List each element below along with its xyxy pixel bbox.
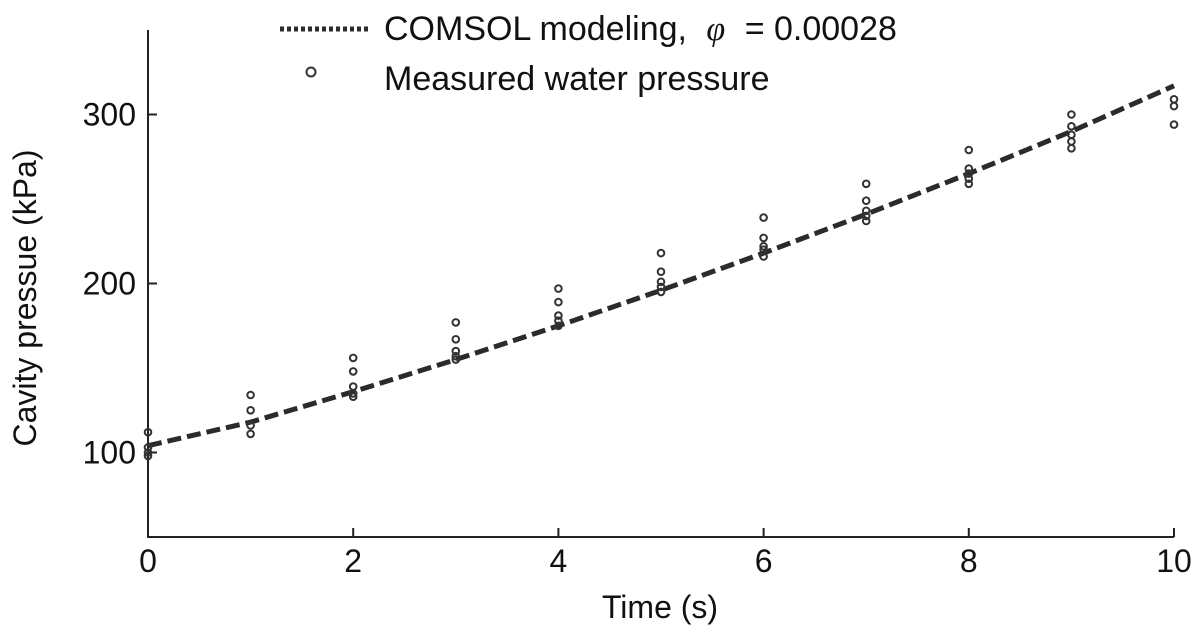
measured-point	[759, 213, 768, 222]
measured-point	[348, 367, 358, 376]
measured-point	[861, 211, 871, 221]
legend-line-label: COMSOL modeling, φ = 0.00028	[384, 10, 897, 48]
measured-point	[964, 179, 974, 189]
model-series	[147, 83, 1176, 449]
measured-point	[1067, 110, 1076, 119]
y-tick-label: 100	[83, 435, 136, 471]
measured-point	[554, 297, 563, 307]
x-tick-label: 2	[344, 543, 362, 579]
measured-point	[348, 389, 358, 398]
measured-point	[656, 287, 666, 297]
measured-point	[348, 353, 358, 363]
measured-point	[246, 390, 255, 400]
measured-point	[554, 311, 563, 320]
measured-point	[656, 282, 666, 292]
measured-point	[554, 321, 563, 331]
measured-point	[348, 392, 358, 402]
measured-point	[1067, 137, 1076, 146]
measured-point	[964, 145, 974, 155]
measured-point	[861, 216, 871, 226]
measured-point	[143, 451, 153, 461]
measured-point	[451, 355, 461, 364]
measured-point	[656, 248, 666, 258]
measured-point	[348, 382, 358, 391]
measured-point	[964, 164, 974, 173]
measured-point	[656, 277, 666, 287]
measured-point	[1067, 130, 1076, 140]
measured-point	[861, 179, 871, 189]
measured-point	[759, 233, 768, 243]
legend-line-symbol: φ	[706, 11, 725, 48]
measured-point	[759, 252, 768, 261]
legend-line-text: COMSOL modeling,	[384, 10, 687, 48]
axes: 0 2 4 6 8 10 100 200 300	[83, 30, 1192, 579]
measured-point	[861, 196, 871, 205]
measured-point	[143, 448, 153, 457]
measured-point	[554, 284, 563, 293]
x-tick-label: 6	[755, 543, 773, 579]
legend-marker-label: Measured water pressure	[384, 60, 770, 98]
y-tick-label: 200	[83, 266, 136, 302]
legend-line-value: = 0.00028	[745, 10, 897, 48]
measured-point	[759, 242, 768, 251]
measured-point	[451, 335, 461, 344]
legend: COMSOL modeling, φ = 0.00028 Measured wa…	[280, 10, 897, 98]
x-tick-label: 0	[139, 543, 157, 579]
measured-point	[656, 267, 666, 277]
measured-point	[1169, 101, 1179, 111]
measured-point	[1067, 144, 1076, 153]
measured-point	[451, 346, 461, 356]
y-axis-title: Cavity pressue (kPa)	[7, 150, 43, 447]
x-tick-label: 8	[960, 543, 978, 579]
measured-point	[451, 351, 461, 361]
measured-point	[246, 421, 255, 430]
measured-point	[246, 429, 255, 439]
measured-point	[1169, 95, 1179, 104]
legend-marker-swatch	[305, 66, 317, 78]
measured-point	[143, 427, 153, 437]
x-axis-title: Time (s)	[602, 589, 718, 625]
measured-point	[1067, 122, 1076, 131]
measured-point	[143, 443, 153, 452]
measured-point	[554, 316, 563, 326]
measured-point	[861, 206, 871, 216]
measured-series	[143, 95, 1179, 461]
measured-point	[246, 406, 255, 415]
x-tick-label: 10	[1156, 543, 1192, 579]
measured-point	[451, 318, 461, 327]
model-line	[147, 83, 1176, 449]
x-tick-label: 4	[550, 543, 568, 579]
y-tick-label: 300	[83, 97, 136, 133]
measured-point	[964, 174, 974, 183]
measured-point	[1169, 120, 1179, 129]
measured-point	[964, 169, 974, 178]
